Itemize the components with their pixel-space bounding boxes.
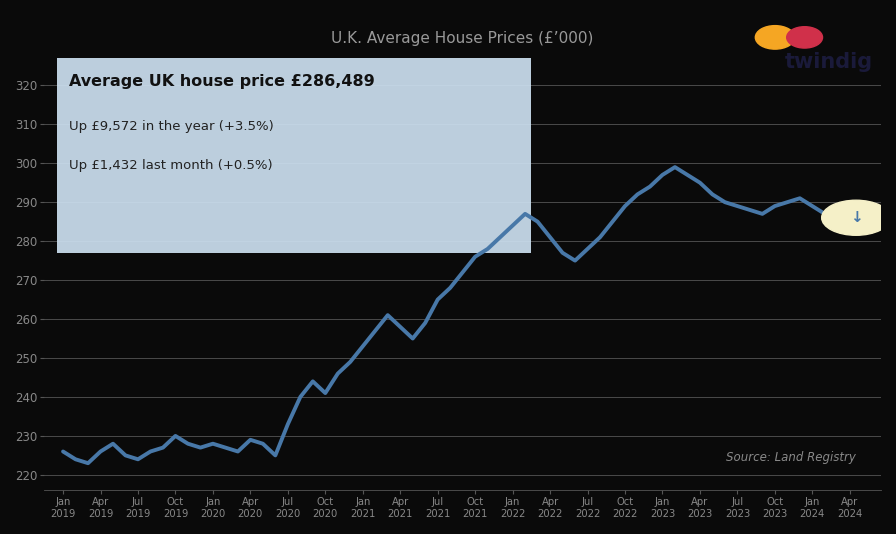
Title: U.K. Average House Prices (£’000): U.K. Average House Prices (£’000) <box>332 31 594 46</box>
Text: twindig: twindig <box>785 52 873 72</box>
FancyBboxPatch shape <box>56 58 531 253</box>
Text: ↓: ↓ <box>849 210 862 225</box>
Text: Up £9,572 in the year (+3.5%): Up £9,572 in the year (+3.5%) <box>69 120 274 134</box>
Ellipse shape <box>822 200 891 235</box>
Text: Source: Land Registry: Source: Land Registry <box>726 451 856 464</box>
Text: Up £1,432 last month (+0.5%): Up £1,432 last month (+0.5%) <box>69 159 273 172</box>
Text: Average UK house price £286,489: Average UK house price £286,489 <box>69 74 375 89</box>
